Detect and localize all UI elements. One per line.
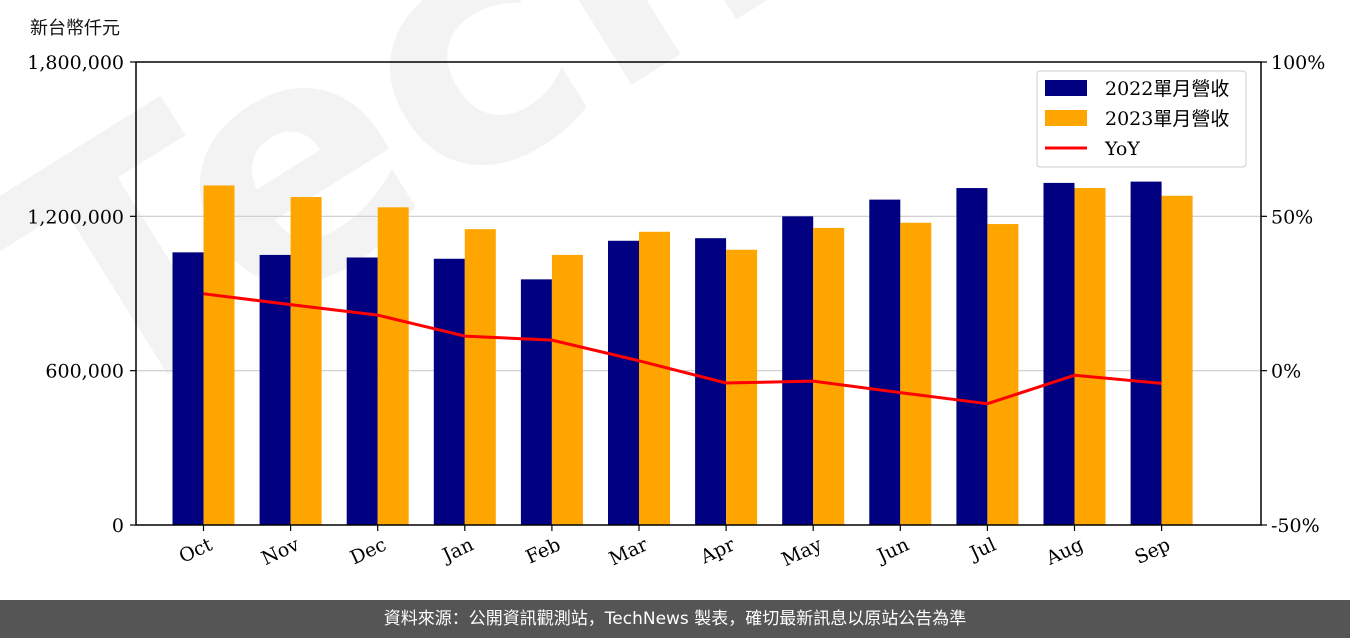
bar-2023 [726,249,758,525]
x-tick-label: May [778,533,825,571]
yoy-line [203,292,1162,406]
bar-2022 [782,216,814,526]
bar-2023 [551,254,583,525]
plot-frame [135,61,1262,526]
legend-swatch [1045,80,1087,96]
revenue-chart: 0 600,000 1,200,000 1,800,000 -50% 0% 50% 100% O… [27,52,1325,571]
legend-label: YoY [1104,138,1140,160]
bar-2023 [203,185,235,525]
source-footer: 資料來源：公開資訊觀測站，TechNews 製表，確切最新訊息以原站公告為準 [0,600,1350,638]
legend-swatch [1045,110,1087,126]
bar-2023 [813,227,845,526]
y2-tick-label: -50% [1271,515,1320,537]
bar-2023 [377,207,409,525]
bar-2022 [259,254,291,525]
y-axis-unit-label: 新台幣仟元 [30,18,120,39]
x-tick-label: Apr [696,533,739,569]
bar-2023 [464,229,496,525]
x-tick-label: Mar [606,533,652,570]
x-tick-label: Sep [1131,534,1173,569]
x-tick-label: Aug [1042,534,1087,570]
y-tick-label: 600,000 [45,361,124,383]
x-tick-label: Jul [965,534,1000,566]
y-tick-label: 1,200,000 [27,206,124,228]
y2-tick-label: 0% [1271,361,1301,383]
bar-2022 [608,240,639,525]
bar-2023 [900,222,932,525]
bar-2022 [433,258,465,525]
bar-2022 [869,199,901,525]
x-tick-label: Dec [347,534,390,570]
bar-2023 [639,231,670,525]
y-tick-label: 0 [112,515,124,537]
legend-label: 2023單月營收 [1105,108,1229,130]
bar-2023 [987,224,1019,526]
bar-2022 [346,257,378,525]
bar-2022 [956,188,988,526]
bar-2022 [520,279,552,525]
bar-2023 [290,197,322,525]
legend-label: 2022單月營收 [1105,78,1229,100]
bar-2022 [1130,181,1162,525]
x-tick-label: Jun [872,534,912,568]
x-tick-label: Feb [522,534,564,569]
bar-2023 [1161,195,1193,525]
x-tick-label: Jan [438,534,477,568]
y2-tick-label: 50% [1271,206,1313,228]
bar-2023 [1074,188,1106,526]
bar-2022 [1043,182,1075,525]
x-tick-label: Oct [176,533,216,567]
legend-box [1036,70,1247,168]
y-tick-label: 1,800,000 [27,52,124,74]
y2-tick-label: 100% [1271,52,1325,74]
bar-2022 [172,252,204,525]
x-tick-label: Nov [258,533,303,569]
